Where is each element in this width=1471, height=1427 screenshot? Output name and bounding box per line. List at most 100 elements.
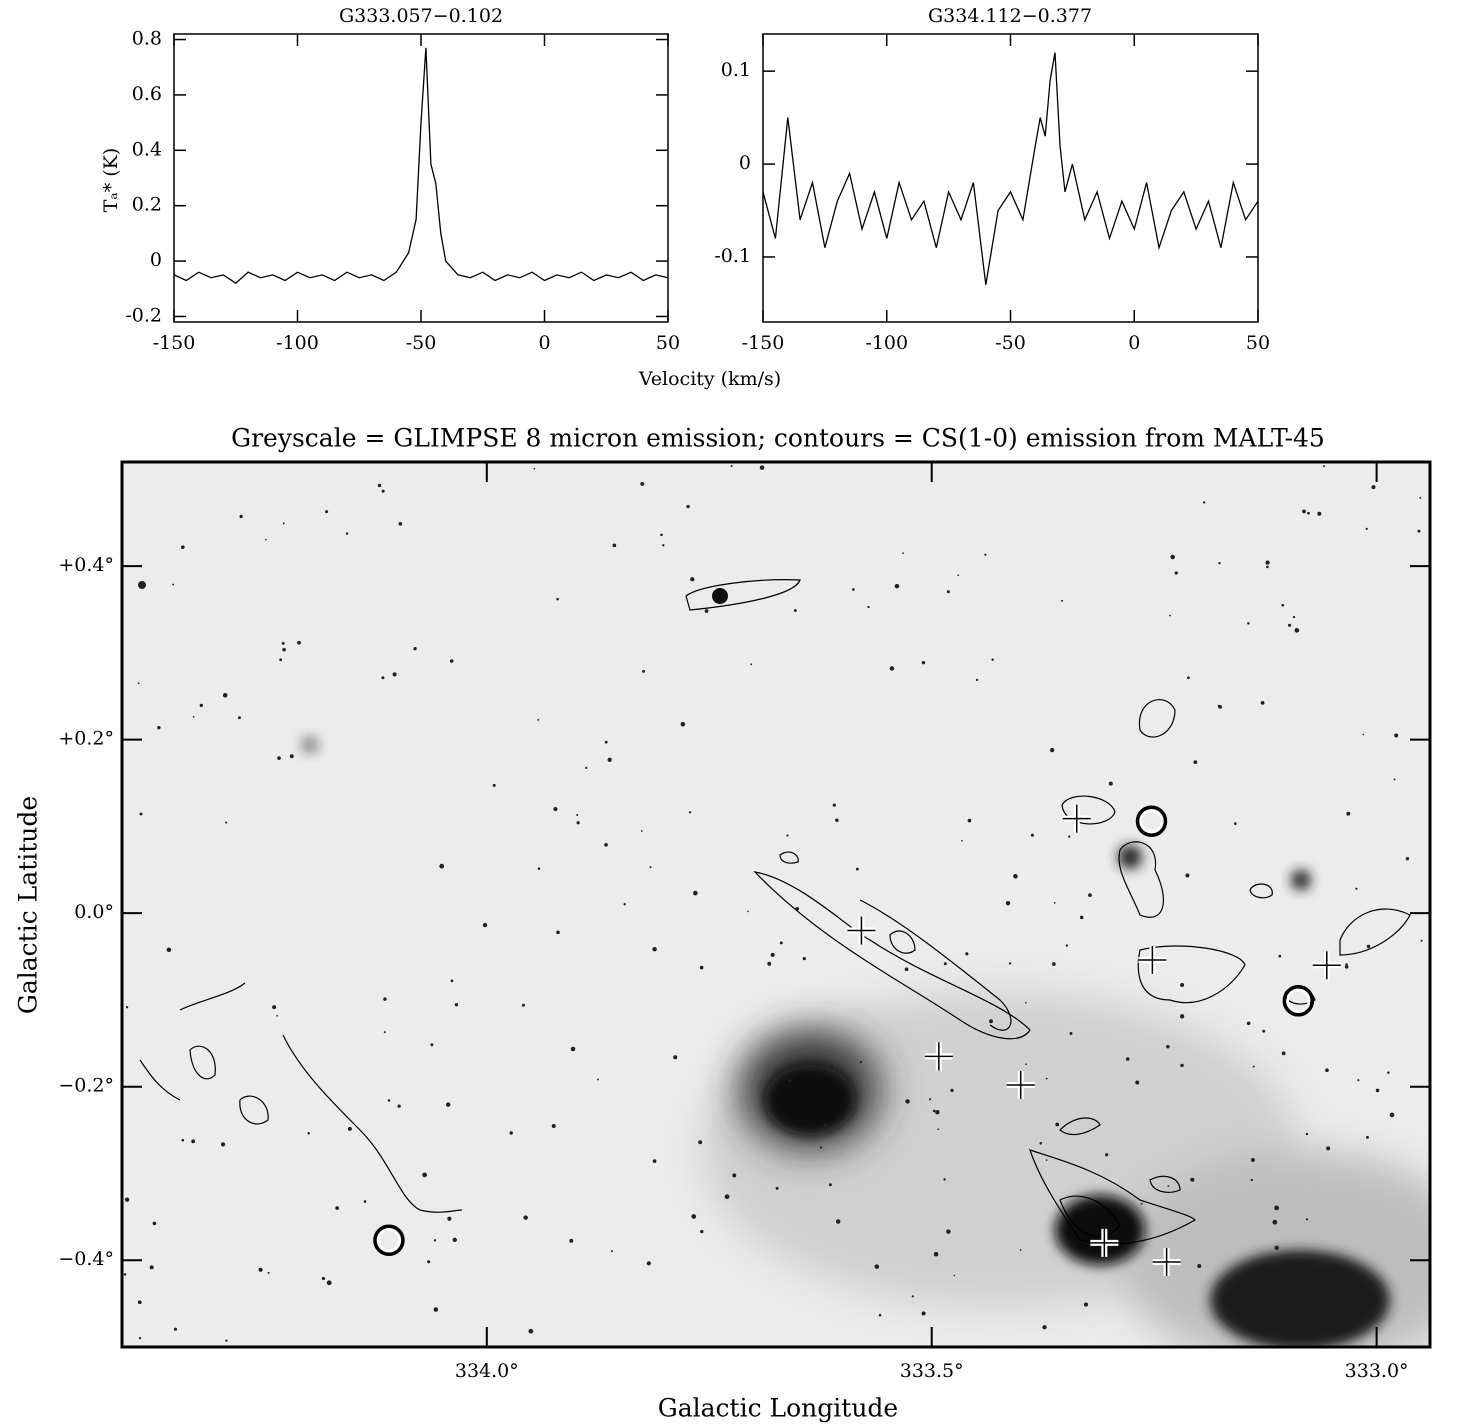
star: [192, 715, 195, 718]
x-tick-label: -50: [995, 332, 1026, 354]
star: [523, 1215, 528, 1220]
star: [180, 545, 185, 550]
star: [1061, 599, 1064, 602]
star: [767, 961, 772, 966]
star: [878, 1313, 882, 1317]
star: [680, 721, 686, 727]
y-axis-label: Galactic Latitude: [14, 796, 43, 1014]
star: [1030, 833, 1034, 837]
y-tick-label: −0.2°: [58, 1075, 114, 1097]
star: [377, 483, 382, 488]
star: [1135, 1080, 1140, 1085]
star: [1170, 554, 1175, 560]
cross-marker: [1090, 1228, 1119, 1257]
star: [673, 1055, 678, 1060]
star: [152, 1221, 157, 1226]
star: [576, 821, 580, 825]
star: [1305, 1132, 1309, 1136]
star: [1174, 571, 1178, 575]
y-tick-label: 0.1: [721, 59, 751, 81]
star: [325, 510, 329, 514]
star: [646, 1261, 651, 1266]
star: [492, 783, 496, 787]
star: [166, 947, 172, 953]
star: [894, 583, 900, 589]
star: [139, 812, 143, 816]
star: [297, 640, 301, 645]
star: [1393, 778, 1396, 781]
star: [1246, 1021, 1251, 1026]
star: [1193, 760, 1198, 764]
x-tick-label: -50: [406, 332, 437, 354]
star: [307, 1131, 311, 1135]
star: [1055, 1122, 1060, 1127]
star: [911, 1295, 914, 1298]
circle-marker: [1135, 805, 1168, 837]
star: [961, 839, 963, 842]
star: [786, 834, 789, 837]
star: [932, 1109, 936, 1113]
star: [1105, 1153, 1109, 1157]
star: [1068, 835, 1071, 838]
star: [556, 597, 559, 601]
star: [859, 1060, 863, 1064]
star: [551, 1124, 556, 1129]
star: [289, 754, 294, 759]
y-tick-label: −0.4°: [58, 1248, 114, 1270]
star: [1252, 1065, 1255, 1068]
star: [607, 757, 612, 762]
star: [383, 1031, 386, 1034]
star: [1274, 1245, 1279, 1251]
star: [1278, 954, 1282, 958]
star: [225, 1339, 228, 1342]
star: [759, 465, 765, 470]
star: [1065, 944, 1069, 947]
star: [1233, 822, 1237, 825]
star: [1180, 1063, 1184, 1068]
star: [905, 1099, 910, 1104]
star: [1045, 1077, 1048, 1080]
star: [1125, 1057, 1130, 1061]
star: [1185, 873, 1190, 878]
star: [381, 676, 385, 680]
map-frame: [120, 460, 1432, 1349]
star: [1218, 561, 1221, 565]
star: [700, 1229, 704, 1234]
y-tick-label: 0: [150, 249, 162, 271]
star: [1108, 781, 1113, 786]
star: [904, 967, 909, 972]
star: [1405, 856, 1410, 861]
star: [1247, 622, 1250, 625]
star: [585, 766, 588, 770]
star: [222, 692, 228, 698]
star: [181, 1138, 185, 1142]
star: [889, 666, 895, 671]
cross-marker: [924, 1042, 953, 1071]
star: [829, 1064, 834, 1069]
y-tick-label: 0.6: [132, 83, 162, 105]
star: [282, 647, 286, 652]
cross-marker: [1006, 1070, 1035, 1099]
star: [989, 1019, 993, 1024]
star: [652, 947, 657, 952]
star: [788, 1079, 792, 1083]
star: [1079, 915, 1084, 920]
star: [191, 1139, 196, 1144]
x-tick-label: 0: [1128, 332, 1140, 354]
spectrum-title: G334.112−0.377: [928, 5, 1092, 27]
star: [852, 588, 855, 591]
star: [533, 467, 536, 470]
star: [1387, 1071, 1390, 1074]
star: [1260, 700, 1265, 705]
star: [1005, 900, 1011, 906]
star: [282, 522, 285, 525]
star: [1357, 1079, 1360, 1082]
star: [1025, 1002, 1027, 1004]
y-tick-label: -0.2: [125, 304, 162, 326]
star: [693, 890, 698, 896]
star: [835, 1219, 841, 1224]
star: [267, 1271, 270, 1274]
star: [258, 1267, 263, 1272]
spectrum-title: G333.057−0.102: [339, 5, 503, 27]
star: [383, 997, 387, 1001]
